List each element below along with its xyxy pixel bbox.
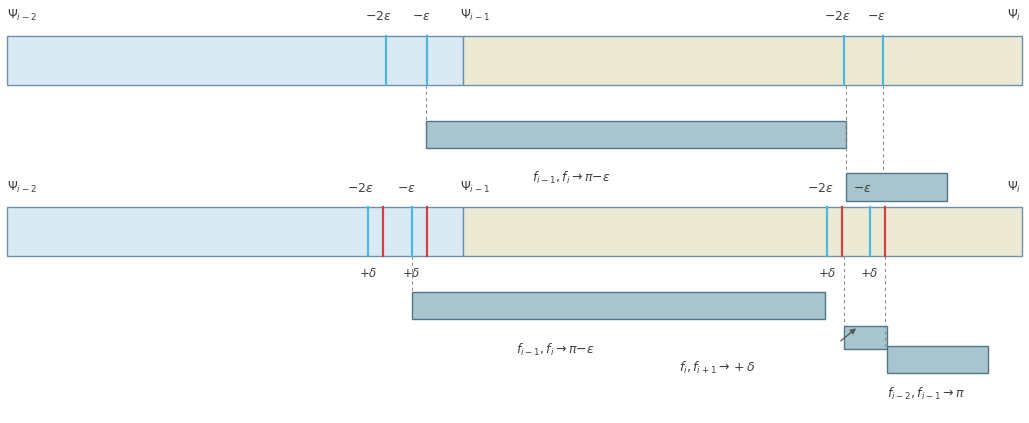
Bar	[426, 121, 846, 148]
Bar	[846, 173, 947, 201]
Text: $f_{i-2}, f_{i-1} \to \pi$: $f_{i-2}, f_{i-1} \to \pi$	[846, 223, 924, 239]
Text: $+\delta$: $+\delta$	[359, 267, 378, 280]
Bar	[844, 326, 887, 349]
Text: $\Psi_{i-2}$: $\Psi_{i-2}$	[7, 180, 37, 195]
Text: $f_{i-2}, f_{i-1} \to \pi$: $f_{i-2}, f_{i-1} \to \pi$	[887, 386, 965, 402]
Text: $-\varepsilon$: $-\varepsilon$	[397, 182, 416, 195]
Text: $+\delta$: $+\delta$	[818, 267, 837, 280]
Bar	[463, 207, 1022, 256]
Bar	[887, 346, 988, 373]
Text: $\Psi_{i}$: $\Psi_{i}$	[1007, 180, 1022, 195]
Bar	[7, 207, 463, 256]
Text: $\Psi_{i-1}$: $\Psi_{i-1}$	[460, 8, 490, 23]
Text: $-2\varepsilon$: $-2\varepsilon$	[807, 182, 833, 195]
Text: $f_{i-1}, f_i \to \pi{-}\varepsilon$: $f_{i-1}, f_i \to \pi{-}\varepsilon$	[517, 342, 595, 358]
Text: $+\delta$: $+\delta$	[860, 267, 879, 280]
Text: $f_i, f_{i+1} \to +\delta$: $f_i, f_{i+1} \to +\delta$	[679, 360, 756, 376]
Bar	[463, 36, 1022, 85]
Text: $\Psi_{i-2}$: $\Psi_{i-2}$	[7, 8, 37, 23]
Text: $-\varepsilon$: $-\varepsilon$	[853, 182, 872, 195]
Text: $f_{i-1}, f_i \to \pi{-}\varepsilon$: $f_{i-1}, f_i \to \pi{-}\varepsilon$	[532, 170, 610, 186]
Text: $\Psi_{i-1}$: $\Psi_{i-1}$	[460, 180, 490, 195]
Text: $+\delta$: $+\delta$	[402, 267, 421, 280]
Bar	[412, 292, 825, 319]
Text: $-\varepsilon$: $-\varepsilon$	[867, 10, 886, 23]
Text: $-\varepsilon$: $-\varepsilon$	[413, 10, 431, 23]
Text: $-2\varepsilon$: $-2\varepsilon$	[824, 10, 851, 23]
Text: $-2\varepsilon$: $-2\varepsilon$	[365, 10, 392, 23]
Text: $\Psi_{i}$: $\Psi_{i}$	[1007, 8, 1022, 23]
Bar	[7, 36, 463, 85]
Text: $-2\varepsilon$: $-2\varepsilon$	[347, 182, 374, 195]
